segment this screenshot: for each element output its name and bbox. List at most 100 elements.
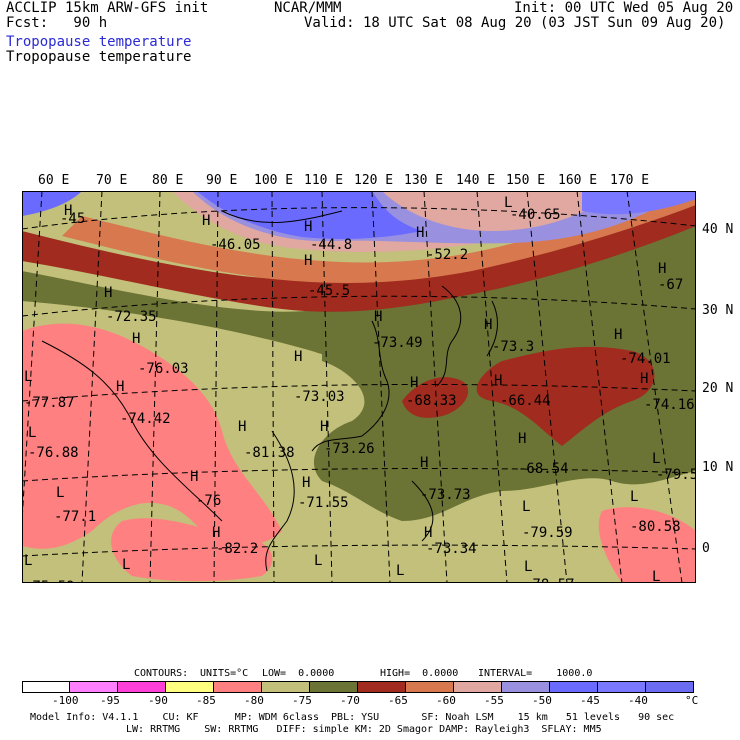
- coastlines: [41, 210, 498, 572]
- colorbar-swatch: [598, 681, 646, 693]
- extremum-value: -73.73: [420, 487, 471, 503]
- extremum-marker: H: [424, 525, 432, 541]
- extremum-value: -73.34: [426, 541, 477, 557]
- longitude-label: 130 E: [404, 173, 444, 188]
- extremum-value: -68.54: [518, 461, 569, 477]
- low-label: LOW= 0.0000: [262, 668, 335, 679]
- blob-salmon-se: [598, 507, 696, 583]
- model-info-line2: LW: RRTMG SW: RRTMG DIFF: simple KM: 2D …: [126, 724, 602, 735]
- extremum-marker: H: [420, 455, 428, 471]
- extremum-value: -81.38: [244, 445, 295, 461]
- band-blue-west: [22, 191, 82, 216]
- init-time: Init: 00 UTC Wed 05 Aug 20: [514, 0, 734, 16]
- colorbar-swatch: [502, 681, 550, 693]
- extremum-marker: H: [658, 261, 666, 277]
- extremum-marker: H: [116, 379, 124, 395]
- model-title: ACCLIP 15km ARW-GFS init: [6, 0, 209, 16]
- colorbar-swatch: [70, 681, 118, 693]
- extremum-value: -52.2: [426, 247, 468, 263]
- colorbar-swatch: [214, 681, 262, 693]
- center-label: NCAR/MMM: [274, 0, 342, 16]
- extremum-marker: H: [212, 525, 220, 541]
- longitude-label: 120 E: [354, 173, 394, 188]
- extremum-value: -44.8: [310, 237, 352, 253]
- high-label: HIGH= 0.0000: [380, 668, 459, 679]
- extremum-value: -78.57: [524, 577, 575, 583]
- colorbar-label: -85: [196, 694, 216, 707]
- colorbar-swatch: [406, 681, 454, 693]
- extremum-value: -80.58: [630, 519, 681, 535]
- band-dark-red: [22, 201, 696, 312]
- extremum-value: -82.2: [216, 541, 258, 557]
- longitude-label: 150 E: [506, 173, 546, 188]
- field-title-black: Tropopause temperature: [6, 49, 192, 65]
- units-label: UNITS=°C: [200, 668, 249, 679]
- extremum-value: -68.33: [406, 393, 457, 409]
- extremum-marker: H: [518, 431, 526, 447]
- extremum-marker: H: [416, 225, 424, 241]
- colorbar-unit: °C: [685, 694, 699, 707]
- extremum-marker: L: [652, 569, 660, 583]
- extremum-marker: H: [238, 419, 246, 435]
- extremum-marker: H: [202, 213, 210, 229]
- latitude-label: 40 N: [702, 222, 734, 237]
- extremum-value: -79.5: [656, 467, 696, 483]
- colorbar-swatch: [646, 681, 694, 693]
- latitude-label: 20 N: [702, 381, 734, 396]
- extremum-value: -77.1: [54, 509, 96, 525]
- extremum-marker: L: [524, 559, 532, 575]
- extremum-value: -73.03: [294, 389, 345, 405]
- colorbar-label: -95: [100, 694, 120, 707]
- contours-label: CONTOURS:: [134, 668, 189, 679]
- extremum-value: -74.01: [620, 351, 671, 367]
- extremum-marker: H: [320, 419, 328, 435]
- extremum-marker: H: [640, 371, 648, 387]
- extremum-marker: L: [56, 485, 64, 501]
- latitude-label: 10 N: [702, 460, 734, 475]
- extremum-marker: H: [64, 203, 72, 219]
- extremum-value: -75.59: [24, 579, 75, 583]
- extremum-value: -45.5: [308, 283, 350, 299]
- colorbar-swatch: [118, 681, 166, 693]
- extremum-value: -76.88: [28, 445, 79, 461]
- graticule: [22, 191, 696, 583]
- extremum-value: -79.59: [522, 525, 573, 541]
- extremum-marker: L: [652, 451, 660, 467]
- extremum-value: -76: [196, 493, 221, 509]
- colorbar-label: -90: [148, 694, 168, 707]
- extremum-marker: H: [374, 309, 382, 325]
- extremum-marker: L: [314, 553, 322, 569]
- longitude-label: 140 E: [456, 173, 496, 188]
- colorbar-swatch: [22, 681, 70, 693]
- extremum-marker: H: [190, 469, 198, 485]
- extremum-value: -77.87: [24, 395, 75, 411]
- longitude-label: 70 E: [96, 173, 128, 188]
- colorbar-label: -55: [484, 694, 504, 707]
- extremum-marker: H: [132, 331, 140, 347]
- colorbar-label: -70: [340, 694, 360, 707]
- colorbar-swatch: [550, 681, 598, 693]
- colorbar-swatch: [358, 681, 406, 693]
- valid-time: Valid: 18 UTC Sat 08 Aug 20 (03 JST Sun …: [304, 15, 726, 31]
- model-info-line1: Model Info: V4.1.1 CU: KF MP: WDM 6class…: [30, 712, 675, 723]
- band-blue: [197, 191, 422, 239]
- longitude-label: 80 E: [152, 173, 184, 188]
- blob-dark-red-center: [402, 377, 469, 418]
- longitude-label: 60 E: [38, 173, 70, 188]
- colorbar-label: -100: [52, 694, 79, 707]
- extremum-value: -73.26: [324, 441, 375, 457]
- extremum-marker: L: [396, 563, 404, 579]
- extremum-marker: L: [504, 195, 512, 211]
- forecast-hour: Fcst: 90 h: [6, 15, 108, 31]
- extremum-value: -73.49: [372, 335, 423, 351]
- colorbar-swatch: [454, 681, 502, 693]
- extremum-marker: H: [302, 475, 310, 491]
- extremum-marker: H: [494, 373, 502, 389]
- latitude-label: 0: [702, 541, 710, 556]
- latitude-label: 30 N: [702, 303, 734, 318]
- extremum-marker: H: [294, 349, 302, 365]
- colorbar-label: -75: [292, 694, 312, 707]
- extremum-marker: H: [104, 285, 112, 301]
- extremum-marker: L: [122, 557, 130, 573]
- extremum-marker: L: [28, 425, 36, 441]
